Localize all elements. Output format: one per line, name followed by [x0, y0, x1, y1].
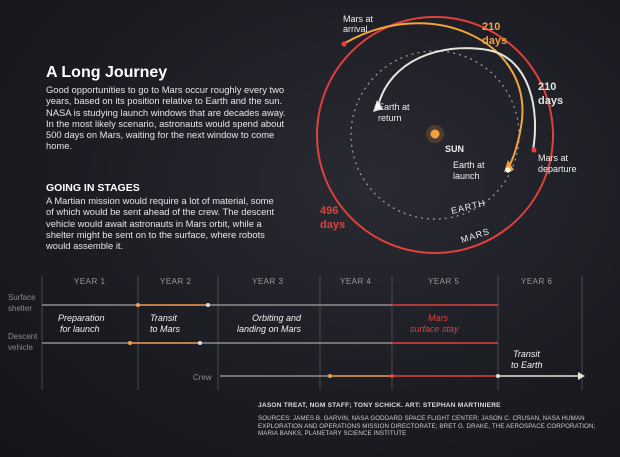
crew-label: Crew: [193, 373, 212, 382]
outbound-transfer-path: [344, 22, 524, 169]
surface-shelter-label: Surface shelter: [8, 293, 36, 313]
mission-timeline: YEAR 1 YEAR 2 YEAR 3 YEAR 4 YEAR 5 YEAR …: [8, 276, 585, 390]
mars-arrival-dot: [341, 41, 347, 47]
year-3-label: YEAR 3: [252, 277, 284, 286]
descent-vehicle-label: Descent vehicle: [8, 332, 38, 352]
phase-preparation-label: Preparation for launch: [58, 313, 105, 334]
credit-line: JASON TREAT, NGM STAFF; TONY SCHICK. ART…: [258, 402, 501, 409]
phase-orbiting-label: Orbiting and landing on Mars: [237, 313, 302, 334]
stages-text: A Martian mission would require a lot of…: [46, 195, 275, 252]
intro-text: Good opportunities to go to Mars occur r…: [46, 84, 286, 152]
page-title: A Long Journey: [46, 64, 168, 81]
year-1-label: YEAR 1: [74, 277, 106, 286]
sun-label: SUN: [445, 144, 464, 154]
year-2-label: YEAR 2: [160, 277, 192, 286]
earth-return-label: Earth at return: [378, 102, 410, 123]
sources-text: SOURCES: JAMES B. GARVIN, NASA GODDARD S…: [258, 415, 596, 438]
timeline-end-arrow-icon: [578, 372, 585, 380]
return-transfer-path: [377, 47, 537, 151]
orbit-diagram: Mars at arrival Earth at return Earth at la…: [316, 14, 577, 254]
year-5-label: YEAR 5: [428, 277, 460, 286]
mars-departure-dot: [531, 147, 537, 153]
earth-orbit-label: EARTH: [450, 198, 487, 216]
mars-orbit: [316, 16, 554, 254]
phase-transit-out-label: Transit to Mars: [150, 313, 181, 334]
sun-icon: [430, 129, 440, 139]
year-6-label: YEAR 6: [521, 277, 553, 286]
phase-transit-back-label: Transit to Earth: [511, 349, 543, 370]
stages-heading: GOING IN STAGES: [46, 182, 140, 194]
mars-departure-label: Mars at departure: [538, 153, 577, 174]
earth-return-dot: [375, 103, 381, 109]
return-days-label: 210 days: [538, 81, 563, 107]
mars-arrival-label: Mars at arrival: [343, 14, 374, 34]
outbound-days-label: 210 days: [482, 21, 507, 47]
earth-launch-dot: [505, 167, 511, 173]
earth-launch-label: Earth at launch: [453, 160, 485, 181]
phase-surface-stay-label: Mars surface stay: [410, 313, 459, 334]
stay-days-label: 496 days: [320, 205, 345, 231]
year-4-label: YEAR 4: [340, 277, 372, 286]
